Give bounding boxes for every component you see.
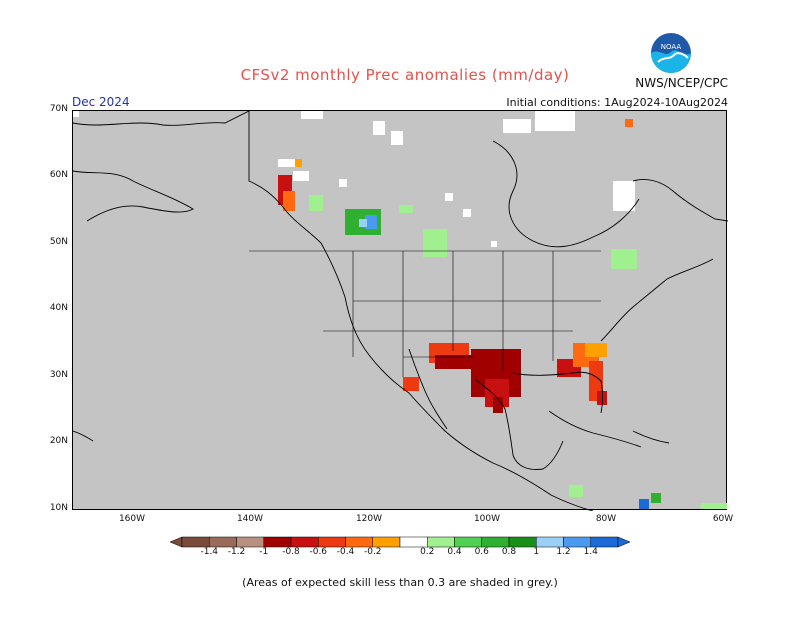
colorbar-swatch (181, 536, 210, 548)
footnote: (Areas of expected skill less than 0.3 a… (242, 576, 558, 589)
colorbar-swatch (345, 536, 373, 548)
colorbar-tick-label: 0.6 (474, 547, 489, 557)
map-title: CFSv2 monthly Prec anomalies (mm/day) (240, 66, 570, 84)
colorbar-tick-label: -0.4 (336, 547, 355, 557)
state-borders (249, 250, 601, 377)
colorbar-swatch (454, 536, 482, 548)
colorbar (170, 536, 630, 548)
colorbar-swatch (263, 536, 292, 548)
colorbar-tick-label: -1.4 (200, 547, 219, 557)
colorbar-tick-label: -0.6 (309, 547, 328, 557)
map-canvas (72, 110, 729, 512)
colorbar-swatch (427, 536, 455, 548)
lat-label: 40N (49, 303, 68, 313)
colorbar-swatch (563, 536, 591, 548)
colorbar-tick-label: -1 (259, 547, 269, 557)
colorbar-tick-label: 1.4 (583, 547, 598, 557)
negative-anomalies (278, 119, 633, 413)
colorbar-swatch (372, 536, 401, 548)
forecast-month: Dec 2024 (72, 95, 130, 109)
anomaly-map (72, 110, 729, 512)
colorbar-swatch (508, 536, 537, 548)
org-label: NWS/NCEP/CPC (635, 76, 728, 90)
colorbar-swatch (481, 536, 510, 548)
lat-label: 10N (49, 503, 68, 513)
lon-label: 60W (712, 514, 734, 524)
positive-anomalies (309, 195, 727, 509)
colorbar-swatch (209, 536, 237, 548)
initial-conditions: Initial conditions: 1Aug2024-10Aug2024 (506, 96, 728, 109)
white-patches (73, 111, 635, 247)
lat-label: 60N (49, 170, 68, 180)
colorbar-swatch (399, 536, 428, 548)
lon-label: 140W (236, 514, 264, 524)
lat-label: 70N (49, 104, 68, 114)
colorbar-end-high (617, 536, 630, 548)
coastlines (72, 110, 729, 512)
colorbar-tick-label: 1.2 (556, 547, 571, 557)
colorbar-tick-label: 0.2 (420, 547, 435, 557)
lon-label: 160W (118, 514, 146, 524)
lon-label: 80W (595, 514, 617, 524)
colorbar-swatch (318, 536, 346, 548)
lat-label: 50N (49, 237, 68, 247)
colorbar-swatch (590, 536, 619, 548)
lon-label: 120W (355, 514, 383, 524)
colorbar-swatch (290, 536, 319, 548)
colorbar-tick-label: -0.2 (363, 547, 382, 557)
colorbar-tick-label: 1 (533, 547, 540, 557)
noaa-logo: NOAA (651, 33, 691, 73)
colorbar-end-low (170, 536, 183, 548)
colorbar-tick-label: -1.2 (227, 547, 246, 557)
lon-label: 100W (473, 514, 501, 524)
lat-label: 30N (49, 370, 68, 380)
colorbar-swatch (236, 536, 264, 548)
noaa-logo-text: NOAA (661, 43, 682, 51)
lat-label: 20N (49, 436, 68, 446)
colorbar-tick-label: 0.8 (501, 547, 517, 557)
colorbar-swatch (536, 536, 564, 548)
colorbar-tick-label: -0.8 (282, 547, 300, 557)
colorbar-tick-label: 0.4 (447, 547, 462, 557)
